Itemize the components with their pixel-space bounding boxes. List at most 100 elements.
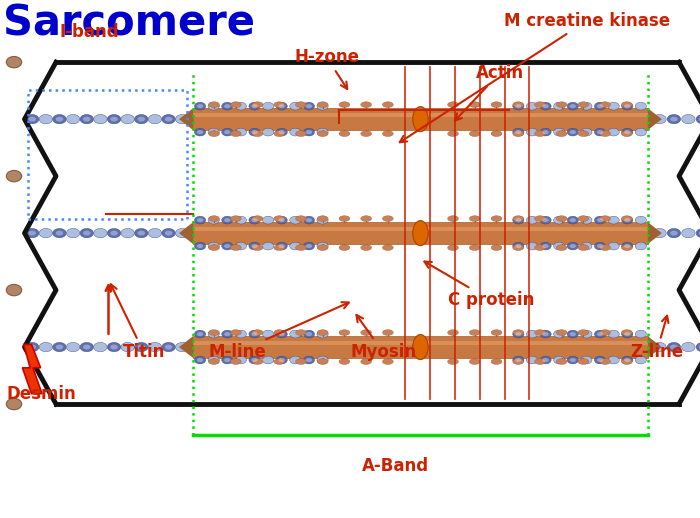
Ellipse shape xyxy=(624,104,631,108)
Ellipse shape xyxy=(512,356,524,364)
Ellipse shape xyxy=(56,117,63,122)
Ellipse shape xyxy=(83,344,90,350)
Ellipse shape xyxy=(653,342,666,352)
Ellipse shape xyxy=(195,217,206,224)
Ellipse shape xyxy=(317,131,328,136)
Ellipse shape xyxy=(94,342,107,352)
Ellipse shape xyxy=(209,245,219,250)
Bar xyxy=(193,340,648,345)
Ellipse shape xyxy=(622,103,633,110)
Ellipse shape xyxy=(317,245,328,250)
Ellipse shape xyxy=(290,356,301,364)
Ellipse shape xyxy=(252,131,263,136)
Polygon shape xyxy=(179,336,193,358)
Ellipse shape xyxy=(535,245,545,250)
Ellipse shape xyxy=(670,231,678,236)
Ellipse shape xyxy=(513,245,524,250)
Ellipse shape xyxy=(515,218,522,222)
Ellipse shape xyxy=(317,356,328,364)
Ellipse shape xyxy=(25,228,39,238)
Ellipse shape xyxy=(80,114,94,124)
Ellipse shape xyxy=(448,329,458,336)
Ellipse shape xyxy=(667,114,680,124)
Ellipse shape xyxy=(252,215,263,221)
Ellipse shape xyxy=(222,242,233,250)
Ellipse shape xyxy=(554,217,565,224)
Ellipse shape xyxy=(222,330,233,338)
Ellipse shape xyxy=(653,114,666,124)
Ellipse shape xyxy=(540,356,551,364)
Ellipse shape xyxy=(249,103,260,110)
Ellipse shape xyxy=(540,217,551,224)
Text: Z-line: Z-line xyxy=(630,315,683,361)
Ellipse shape xyxy=(295,215,307,221)
Ellipse shape xyxy=(249,128,260,136)
Ellipse shape xyxy=(107,342,120,352)
Ellipse shape xyxy=(608,356,620,364)
Ellipse shape xyxy=(526,356,538,364)
Ellipse shape xyxy=(208,242,219,250)
Ellipse shape xyxy=(274,358,285,365)
Ellipse shape xyxy=(230,329,241,336)
Ellipse shape xyxy=(413,107,428,132)
Ellipse shape xyxy=(622,330,633,338)
Ellipse shape xyxy=(641,344,649,350)
Ellipse shape xyxy=(556,131,567,136)
Ellipse shape xyxy=(251,244,258,248)
Ellipse shape xyxy=(581,356,592,364)
Ellipse shape xyxy=(290,242,301,250)
Ellipse shape xyxy=(540,103,551,110)
Ellipse shape xyxy=(94,114,107,124)
Ellipse shape xyxy=(317,330,328,338)
Ellipse shape xyxy=(608,242,620,250)
Ellipse shape xyxy=(137,231,145,236)
Ellipse shape xyxy=(303,330,314,338)
Ellipse shape xyxy=(641,231,649,236)
Ellipse shape xyxy=(542,332,549,336)
Ellipse shape xyxy=(192,344,199,350)
Ellipse shape xyxy=(699,231,700,236)
Ellipse shape xyxy=(251,358,258,362)
Ellipse shape xyxy=(209,329,219,336)
Ellipse shape xyxy=(276,242,287,250)
Ellipse shape xyxy=(526,242,538,250)
Ellipse shape xyxy=(279,358,285,362)
Ellipse shape xyxy=(6,398,22,410)
Ellipse shape xyxy=(600,102,610,107)
Ellipse shape xyxy=(382,131,393,136)
Ellipse shape xyxy=(262,103,274,110)
Ellipse shape xyxy=(306,104,312,108)
Bar xyxy=(193,226,648,231)
Ellipse shape xyxy=(515,332,522,336)
Ellipse shape xyxy=(513,358,524,365)
Polygon shape xyxy=(648,222,661,244)
Ellipse shape xyxy=(540,242,551,250)
Ellipse shape xyxy=(189,114,202,124)
Ellipse shape xyxy=(295,245,307,250)
Polygon shape xyxy=(179,108,193,130)
Polygon shape xyxy=(179,222,193,244)
Ellipse shape xyxy=(682,342,695,352)
Ellipse shape xyxy=(222,103,233,110)
Ellipse shape xyxy=(235,242,246,250)
Ellipse shape xyxy=(192,231,199,236)
Ellipse shape xyxy=(279,244,285,248)
Ellipse shape xyxy=(556,358,567,365)
Ellipse shape xyxy=(540,330,551,338)
Ellipse shape xyxy=(535,215,545,221)
Text: I-band: I-band xyxy=(60,23,119,41)
Ellipse shape xyxy=(252,245,263,250)
Ellipse shape xyxy=(121,114,134,124)
Ellipse shape xyxy=(597,332,603,336)
Ellipse shape xyxy=(208,330,219,338)
Ellipse shape xyxy=(513,329,524,336)
Ellipse shape xyxy=(491,131,502,136)
Ellipse shape xyxy=(295,102,307,107)
Ellipse shape xyxy=(635,242,646,250)
Ellipse shape xyxy=(581,128,592,136)
Ellipse shape xyxy=(570,332,576,336)
Ellipse shape xyxy=(276,128,287,136)
Ellipse shape xyxy=(274,215,285,221)
Ellipse shape xyxy=(635,217,646,224)
Ellipse shape xyxy=(491,358,502,365)
